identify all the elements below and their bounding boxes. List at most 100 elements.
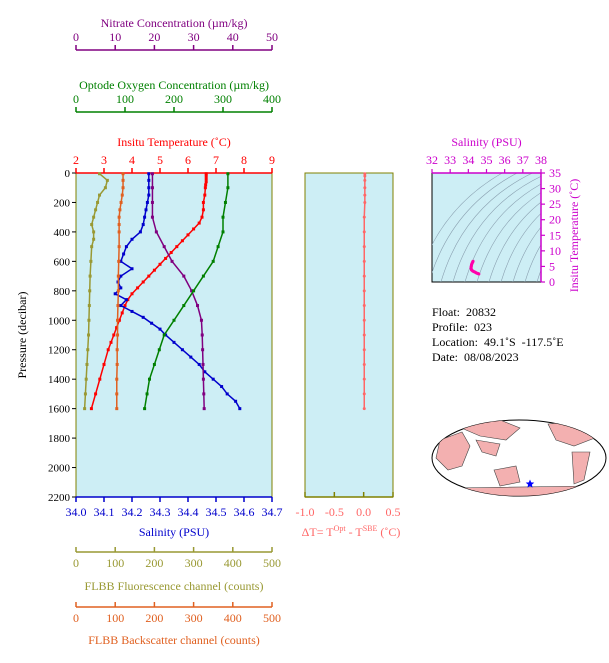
nitrate-data-point xyxy=(154,230,158,234)
salinity-data-point xyxy=(130,309,134,313)
oxygen-data-point xyxy=(148,377,151,381)
nitrate-data-point xyxy=(200,333,204,337)
nitrate-data-point xyxy=(150,172,154,176)
fluorescence-data-point xyxy=(87,304,91,308)
nitrate-data-point xyxy=(196,304,200,308)
oxygen-tick-label: 300 xyxy=(214,92,232,106)
salinity-data-point xyxy=(172,340,176,344)
fluorescence-data-point xyxy=(88,274,92,278)
delta-t-data-point xyxy=(362,362,366,366)
delta-t-data-point xyxy=(362,392,366,396)
ts-salinity-tick-label: 35 xyxy=(481,153,493,167)
delta-t-data-point xyxy=(362,377,366,381)
oxygen-tick-label: 400 xyxy=(263,92,281,106)
delta-t-label-part: - T xyxy=(346,525,364,539)
delta-t-data-point xyxy=(363,186,367,190)
ts-data-point xyxy=(477,272,481,276)
profile-label: Profile: xyxy=(432,320,468,334)
temperature-data-point xyxy=(204,177,208,181)
oxygen-data-point xyxy=(221,230,225,234)
pressure-tick-label: 1800 xyxy=(48,433,71,445)
temperature-data-point xyxy=(180,239,184,243)
density-contour-line xyxy=(464,183,541,282)
salinity-data-point xyxy=(234,399,238,403)
backscatter-data-point xyxy=(119,200,123,204)
delta-t-label-part: ΔT= T xyxy=(302,525,335,539)
temperature-data-point xyxy=(204,172,208,176)
backscatter-tick-label: 200 xyxy=(145,611,163,625)
backscatter-data-point xyxy=(117,223,121,227)
pressure-tick-label: 400 xyxy=(54,227,71,239)
salinity-tick-label: 34.7 xyxy=(262,505,283,519)
delta-t-data-point xyxy=(363,193,367,197)
backscatter-data-point xyxy=(117,259,121,263)
delta-t-tick-label: -1.0 xyxy=(296,505,315,519)
oxygen-data-point xyxy=(145,392,149,396)
density-contour-line xyxy=(556,187,609,302)
pressure-tick-label: 600 xyxy=(54,256,71,268)
oxygen-data-point xyxy=(152,362,156,366)
temperature-data-point xyxy=(197,221,201,225)
backscatter-data-point xyxy=(115,407,119,411)
delta-t-label-part: (˚C) xyxy=(377,525,400,539)
temperature-data-point xyxy=(130,292,134,296)
fluorescence-series-line xyxy=(83,173,109,409)
delta-t-data-point xyxy=(362,230,366,234)
fluorescence-tick-label: 100 xyxy=(106,556,124,570)
density-contours xyxy=(432,173,609,302)
delta-t-data-point xyxy=(362,348,366,352)
temperature-data-point xyxy=(200,215,204,219)
salinity-data-point xyxy=(203,370,207,374)
backscatter-data-point xyxy=(116,304,120,308)
oxygen-axis-label: Optode Oxygen Concentration (µm/kg) xyxy=(79,78,269,92)
salinity-data-point xyxy=(122,252,126,256)
density-contour-line xyxy=(500,213,541,282)
ts-salinity-tick-label: 32 xyxy=(426,153,438,167)
temperature-data-point xyxy=(201,208,205,212)
salinity-axis-label: Salinity (PSU) xyxy=(139,525,209,539)
ts-salinity-tick-label: 37 xyxy=(517,153,529,167)
density-contour-line xyxy=(592,193,609,302)
world-map-land xyxy=(435,420,601,496)
date-line: Date: 08/08/2023 xyxy=(432,350,519,365)
delta-t-tick-label: 0.5 xyxy=(386,505,401,519)
temperature-data-point xyxy=(152,268,156,272)
fluorescence-data-point xyxy=(90,223,94,227)
salinity-tick-label: 34.2 xyxy=(122,505,143,519)
delta-t-data-point xyxy=(362,304,366,308)
fluorescence-data-point xyxy=(94,208,98,212)
ts-salinity-tick-label: 34 xyxy=(462,153,474,167)
fluorescence-data-point xyxy=(84,377,88,381)
salinity-data-point xyxy=(124,245,128,249)
ts-temperature-tick-label: 15 xyxy=(549,228,561,242)
ts-salinity-tick-label: 38 xyxy=(535,153,547,167)
salinity-tick-label: 34.0 xyxy=(66,505,87,519)
temperature-tick-label: 7 xyxy=(213,153,219,167)
ts-temperature-axis-label: Insitu Temperature (˚C) xyxy=(567,179,581,293)
delta-t-data-point xyxy=(362,274,366,278)
ts-temperature-tick-label: 25 xyxy=(549,197,561,211)
fluorescence-data-point xyxy=(89,259,93,263)
oxygen-data-point xyxy=(192,289,196,293)
fluorescence-data-point xyxy=(96,200,100,204)
profile-panel-background xyxy=(75,172,273,498)
float-line: Float: 20832 xyxy=(432,305,496,320)
salinity-data-point xyxy=(141,223,145,227)
salinity-data-point xyxy=(147,172,151,176)
salinity-data-point xyxy=(220,385,224,389)
pressure-tick-label: 1000 xyxy=(48,315,71,327)
delta-t-data-point xyxy=(363,172,367,176)
fluorescence-data-point xyxy=(90,245,94,249)
temperature-data-point xyxy=(158,262,162,266)
pressure-tick-label: 0 xyxy=(65,168,71,180)
salinity-data-point xyxy=(147,186,151,190)
temperature-data-point xyxy=(120,311,124,315)
fluorescence-data-point xyxy=(87,333,91,337)
ts-temperature-tick-label: 0 xyxy=(549,275,555,289)
density-contour-line xyxy=(580,191,609,302)
fluorescence-tick-label: 500 xyxy=(263,556,281,570)
location-line: Location: 49.1˚S -117.5˚E xyxy=(432,335,564,350)
salinity-data-point xyxy=(145,200,149,204)
salinity-data-point xyxy=(119,274,123,278)
fluorescence-data-point xyxy=(98,172,102,176)
